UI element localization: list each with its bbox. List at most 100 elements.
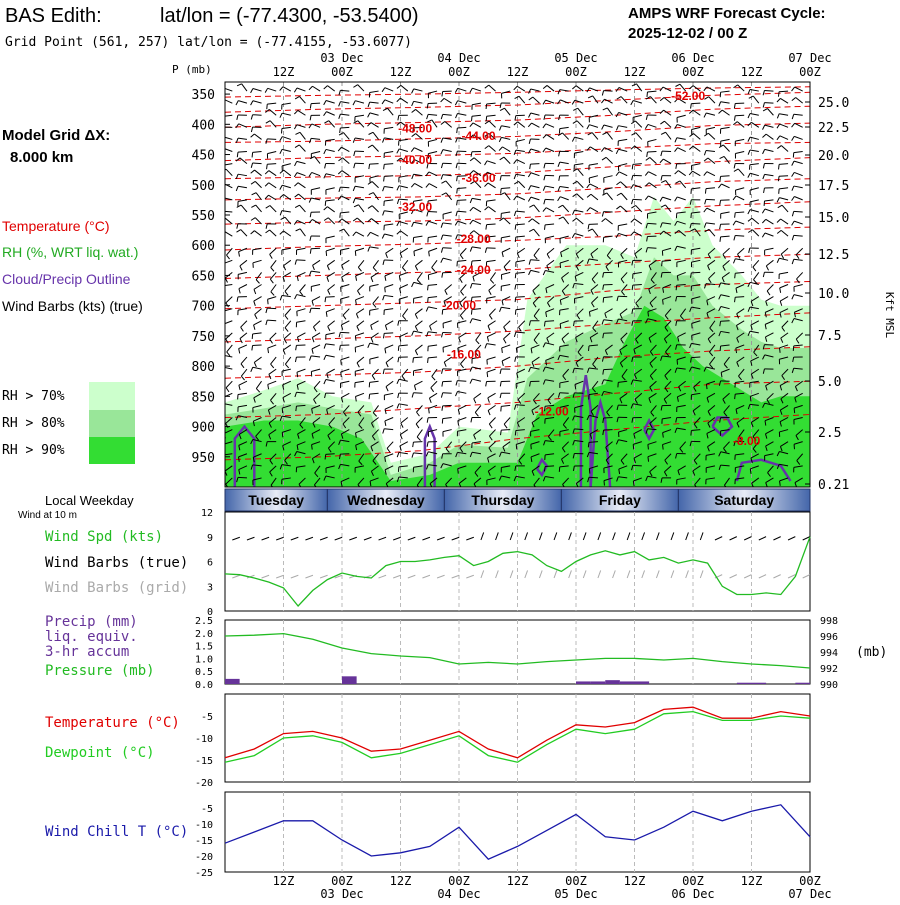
- weekday-label: Thursday: [471, 492, 534, 508]
- wind-barb-shaft: [545, 321, 554, 322]
- weekday-label: Saturday: [714, 492, 774, 508]
- local-weekday-label: Local Weekday: [45, 493, 134, 508]
- wind-barb-flag: [341, 360, 342, 365]
- weekday-label: Tuesday: [248, 492, 304, 508]
- isotherm-label: -28.00: [457, 232, 491, 246]
- wind-barb-flag: [779, 164, 780, 169]
- wind-barb-flag: [735, 273, 736, 278]
- wind-barb-shaft: [413, 393, 422, 394]
- wind-barb-flag: [632, 285, 633, 290]
- legend-wind-speed: Wind Spd (kts): [45, 529, 163, 545]
- wind-barb-flag: [633, 481, 634, 486]
- temp-ytick: -5: [201, 712, 213, 723]
- legend-rh80-swatch: [89, 410, 135, 437]
- wind-barb-shaft: [457, 211, 466, 212]
- wind-barb-flag: [222, 404, 224, 409]
- wind-barb-flag: [385, 287, 386, 292]
- height-tick-label: 17.5: [818, 179, 849, 194]
- wind-barb-flag: [515, 237, 516, 242]
- legend-precip-line1: Precip (mm): [45, 614, 138, 630]
- wind-barb-flag: [221, 99, 224, 103]
- bottom-date-label: 03 Dec: [320, 887, 363, 900]
- wind-barb-flag: [720, 176, 721, 181]
- pressure-ytick: 998: [820, 616, 838, 627]
- wind-ytick: 12: [201, 508, 213, 519]
- wind-barb-flag: [588, 442, 589, 447]
- wind-barb-shaft: [326, 297, 335, 298]
- cross-section-panel: -52.00-48.00-44.00-40.00-36.00-32.00-28.…: [192, 82, 850, 493]
- wind-barb-flag: [340, 128, 341, 133]
- wind-barb-flag: [221, 367, 223, 372]
- bottom-hour-label: 12Z: [624, 874, 646, 888]
- legend-rh70-swatch: [89, 382, 135, 410]
- wind-barb-flag: [778, 92, 779, 97]
- wind-barb-flag: [486, 225, 487, 230]
- wind-barb-flag: [341, 372, 342, 377]
- wind-barb-flag: [648, 457, 649, 462]
- wind-barb-shaft: [735, 236, 744, 237]
- wind-barb-flag: [252, 152, 253, 157]
- wind-barb-flag: [544, 467, 545, 472]
- precip-bar: [576, 681, 591, 684]
- wind-barb-shaft: [516, 405, 525, 406]
- wind-barb-flag: [325, 454, 326, 459]
- wind-barb-flag: [413, 358, 414, 363]
- wind-barb-flag: [663, 433, 664, 438]
- wind-barb-flag: [648, 444, 649, 449]
- wind-barb-shaft: [267, 164, 276, 165]
- wind-barb-flag: [663, 300, 664, 305]
- height-tick-label: 12.5: [818, 248, 849, 263]
- precip-bar: [795, 683, 810, 684]
- wind-barb-flag: [780, 481, 781, 486]
- wind-barb-flag: [221, 88, 224, 92]
- wind-barb-flag: [515, 297, 516, 302]
- model-grid-label: Model Grid ΔX:: [2, 127, 110, 144]
- wind-barb-shaft: [472, 260, 481, 261]
- wind-barb-flag: [428, 285, 429, 290]
- top-hour-label: 00Z: [331, 65, 353, 79]
- wind-barb-shaft: [487, 224, 496, 225]
- isotherm-label: -52.00: [671, 89, 705, 103]
- pressure-ytick: 992: [820, 664, 838, 675]
- legend-temperature-2: Temperature (°C): [45, 715, 180, 731]
- wind-barb-flag: [735, 297, 736, 302]
- wind-barb-shaft: [370, 164, 379, 165]
- isotherm-label: -36.00: [461, 171, 495, 185]
- wind-barb-flag: [428, 358, 429, 363]
- wind-barb-flag: [706, 384, 707, 389]
- legend-rh70: RH > 70%: [2, 389, 65, 404]
- legend-precip-line3: 3-hr accum: [45, 644, 129, 660]
- pressure-tick-label: 900: [192, 421, 215, 436]
- wind-barb-shaft: [384, 333, 393, 334]
- wind-barb-shaft: [735, 297, 744, 298]
- precip-bar: [225, 679, 240, 684]
- top-hour-label: 12Z: [390, 65, 412, 79]
- cross-section-content: -52.00-48.00-44.00-40.00-36.00-32.00-28.…: [221, 82, 810, 489]
- bottom-date-label: 05 Dec: [554, 887, 597, 900]
- wind-barb-shaft: [253, 163, 262, 164]
- temp-ytick: -20: [195, 778, 213, 789]
- weekday-label: Friday: [599, 492, 641, 508]
- chill-ytick: -10: [195, 820, 213, 831]
- pressure-tick-label: 500: [192, 179, 215, 194]
- wind-barb-flag: [458, 421, 459, 426]
- wind-barb-shaft: [340, 127, 349, 128]
- legend-pressure: Pressure (mb): [45, 663, 155, 679]
- wind-barb-flag: [222, 211, 223, 216]
- wind-barb-shaft: [647, 248, 656, 249]
- top-hour-label: 12Z: [741, 65, 763, 79]
- temperature-panel: -20-15-10-5: [195, 694, 810, 789]
- wind-barb-shaft: [501, 430, 510, 431]
- wind-barb-flag: [414, 251, 415, 256]
- pressure-tick-label: 350: [192, 88, 215, 103]
- bottom-hour-label: 00Z: [331, 874, 353, 888]
- top-hour-label: 12Z: [507, 65, 529, 79]
- wind-barb-shaft: [516, 297, 525, 298]
- pressure-tick-label: 700: [192, 300, 215, 315]
- wind-barb-shaft: [340, 187, 349, 188]
- pressure-tick-label: 800: [192, 360, 215, 375]
